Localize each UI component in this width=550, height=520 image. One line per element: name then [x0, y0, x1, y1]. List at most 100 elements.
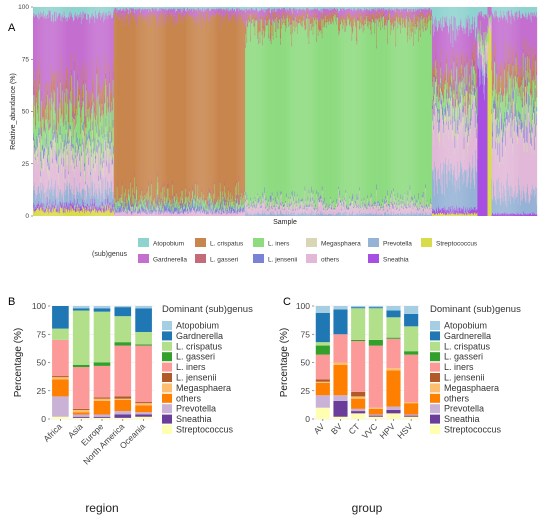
sample-bar-segment-lgasseri [136, 183, 137, 187]
sample-bar-segment-others [189, 212, 191, 216]
sample-bar-segment-megasphaera [316, 194, 317, 198]
sample-bar-segment-liners [203, 194, 204, 208]
sample-bar-segment-megasphaera [323, 203, 325, 208]
sample-bar-segment-gardnerella [39, 14, 41, 58]
sample-bar-segment-lcrispatus [289, 11, 290, 18]
sample-bar-segment-atopobium [177, 7, 179, 10]
sample-bar-segment-gardnerella [63, 17, 64, 106]
sample-bar-segment-lgasseri [96, 65, 98, 75]
sample-bar-segment-ljensenii [72, 158, 74, 163]
sample-bar-segment-ljensenii [180, 202, 182, 210]
sample-bar-segment-others [232, 213, 234, 216]
sample-bar-segment-ljensenii [40, 171, 41, 177]
sample-bar-segment-prevotella [76, 186, 78, 203]
sample-bar-segment-ljensenii [77, 146, 79, 154]
sample-bar-segment-lgasseri [82, 99, 84, 108]
sample-bar-segment-liners [44, 131, 45, 149]
sample-bar-segment-ljensenii [249, 204, 250, 206]
sample-bar-segment-megasphaera [283, 210, 285, 211]
sample-bar-segment-gardnerella [110, 13, 112, 93]
sample-bar-segment-lcrispatus [33, 70, 34, 86]
sample-bar-segment-lgasseri [104, 94, 105, 104]
sample-bar-segment-sneathia [86, 206, 87, 210]
sample-bar-segment-liners [309, 18, 310, 205]
sample-bar-segment-liners [193, 199, 194, 208]
sample-bar-segment-lgasseri [246, 37, 248, 44]
sample-bar-segment-others [128, 209, 130, 216]
sample-bar-segment-megasphaera [315, 207, 316, 210]
sample-bar-segment-ljensenii [92, 139, 94, 143]
sample-bar-segment-others [64, 159, 65, 183]
sample-bar-segment-ljensenii [50, 140, 51, 145]
sample-bar-segment-lgasseri [153, 197, 154, 200]
sample-bar-segment-ljensenii [261, 205, 262, 208]
sample-bar-segment-liners [77, 101, 79, 147]
sample-bar-segment-others [253, 208, 255, 215]
sample-bar-segment-others [249, 207, 250, 215]
sample-bar-segment-ljensenii [227, 209, 229, 214]
sample-bar-segment-gardnerella [40, 11, 41, 120]
sample-bar-segment-lcrispatus [53, 72, 54, 93]
sample-bar-segment-lgasseri [108, 102, 109, 112]
sample-bar-segment-ljensenii [79, 153, 81, 161]
sample-bar-segment-lcrispatus [38, 104, 39, 116]
sample-bar-segment-liners [85, 148, 87, 182]
sample-bar-segment-ljensenii [93, 148, 95, 154]
sample-bar-segment-prevotella [309, 212, 311, 216]
sample-bar-segment-lcrispatus [56, 108, 57, 123]
sample-bar-segment-lcrispatus [198, 14, 199, 196]
sample-bar-segment-prevotella [43, 193, 44, 208]
sample-bar-segment-liners [103, 133, 105, 160]
sample-bar-segment-lgasseri [151, 179, 152, 185]
sample-bar-segment-ljensenii [54, 124, 56, 135]
sample-bar-segment-lgasseri [184, 200, 185, 202]
sample-bar-segment-atopobium [83, 7, 85, 18]
sample-bar-segment-others [131, 214, 133, 216]
sample-bar-segment-lgasseri [53, 92, 54, 102]
sample-bar-segment-others [239, 211, 240, 216]
sample-bar-segment-lgasseri [274, 16, 276, 19]
sample-bar-segment-prevotella [79, 182, 81, 209]
sample-bar-segment-lcrispatus [147, 14, 148, 208]
sample-bar-segment-ljensenii [131, 210, 133, 214]
sample-bar-segment-lgasseri [293, 18, 294, 21]
sample-bar-segment-atopobium [156, 7, 158, 11]
sample-bar-segment-liners [210, 195, 212, 203]
sample-bar-segment-liners [97, 96, 99, 140]
sample-bar-segment-gardnerella [195, 10, 197, 22]
sample-bar-segment-lgasseri [198, 203, 200, 205]
sample-bar-segment-atopobium [311, 7, 312, 10]
sample-bar-segment-lgasseri [58, 121, 59, 124]
sample-bar-segment-others [116, 208, 118, 216]
sample-bar-segment-liners [123, 192, 125, 203]
sample-bar-segment-atopobium [89, 7, 91, 24]
sample-bar-segment-ljensenii [308, 190, 310, 194]
sample-bar-segment-atopobium [250, 7, 251, 11]
sample-bar-segment-ljensenii [221, 209, 223, 215]
sample-bar-segment-prevotella [286, 213, 287, 216]
sample-bar-segment-liners [189, 191, 190, 203]
sample-bar-segment-lgasseri [176, 195, 178, 200]
sample-bar-segment-lgasseri [291, 41, 293, 47]
sample-bar-segment-atopobium [209, 7, 210, 11]
sample-bar-segment-ljensenii [98, 175, 99, 182]
sample-bar-segment-gardnerella [185, 10, 187, 17]
sample-bar-segment-ljensenii [198, 209, 200, 212]
sample-bar-segment-prevotella [279, 209, 281, 216]
sample-bar-segment-atopobium [143, 7, 144, 9]
sample-bar-segment-gardnerella [296, 9, 297, 17]
sample-bar-segment-liners [52, 104, 54, 135]
sample-bar-segment-prevotella [307, 213, 308, 216]
panel-letter-a: A [8, 22, 16, 34]
sample-bar-segment-lcrispatus [197, 26, 199, 182]
sample-bar-segment-liners [265, 25, 267, 197]
sample-bar-segment-liners [117, 200, 119, 206]
sample-bar-segment-streptococcus [85, 208, 86, 216]
sample-bar-segment-others [274, 207, 276, 214]
sample-bar-segment-lgasseri [127, 191, 129, 194]
sample-bar-segment-lgasseri [154, 204, 156, 208]
sample-bar-segment-ljensenii [143, 209, 144, 212]
sample-bar-segment-ljensenii [43, 148, 45, 159]
sample-bar-segment-lcrispatus [184, 14, 186, 204]
sample-bar-segment-lcrispatus [64, 81, 65, 91]
